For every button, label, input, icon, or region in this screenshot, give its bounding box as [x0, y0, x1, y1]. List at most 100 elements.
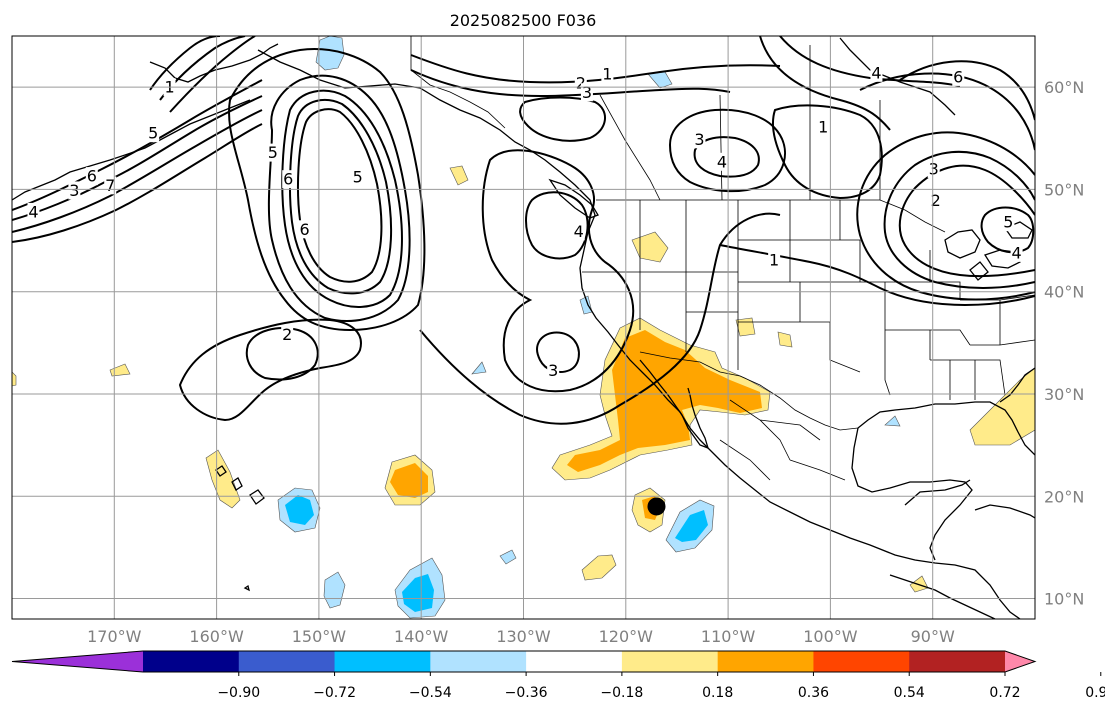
contour-label: 3	[582, 83, 592, 102]
longitude-tick-labels: 170°W 160°W 150°W 140°W 130°W 120°W 110°W 100°W…	[87, 627, 955, 646]
positive-anomaly-cell	[12, 371, 17, 387]
lat-tick-label: 30°N	[1044, 385, 1084, 404]
colorbar-segment	[909, 651, 1006, 672]
contour-label: 3	[69, 181, 79, 200]
colorbar-tick-label: −0.36	[505, 685, 548, 701]
colorbar-tick-label: 0.90	[1085, 685, 1105, 701]
contour-label-bg	[927, 159, 940, 178]
us-state-lines	[582, 200, 1035, 400]
vancouver-island	[548, 178, 599, 219]
contour-label: 4	[871, 63, 881, 82]
colorbar-min-extension	[12, 651, 143, 672]
contour-label: 2	[282, 325, 292, 344]
contour-label: 6	[299, 220, 309, 239]
contour-label: 5	[353, 168, 363, 187]
cuba-coast	[974, 504, 1035, 519]
contour-label-bg	[266, 143, 279, 162]
north-america-coastline	[257, 49, 1021, 619]
colorbar-segment	[143, 651, 240, 672]
negative-anomaly-mid-region	[285, 495, 314, 525]
contour-line	[779, 36, 961, 87]
colorbar-segment	[717, 651, 814, 672]
contour-line	[178, 318, 362, 422]
colorbar-segment	[334, 651, 431, 672]
lon-tick-label: 140°W	[394, 627, 449, 646]
positive-anomaly-cell	[205, 449, 241, 509]
gulf-of-mexico-coast	[851, 401, 1035, 561]
contour-line	[12, 109, 263, 233]
contour-line	[883, 150, 1035, 289]
contour-label: 4	[717, 152, 727, 171]
location-marker	[647, 497, 666, 516]
contour-label-bg	[147, 124, 160, 143]
contour-label: 4	[1011, 243, 1021, 262]
positive-anomaly-cell	[109, 363, 131, 377]
colorbar-tick-label: −0.54	[409, 685, 452, 701]
contour-line	[12, 95, 263, 221]
colorbar-tick-label: 0.18	[702, 685, 733, 701]
contour-label: 6	[953, 67, 963, 86]
contour-label-bg	[601, 64, 614, 83]
contour-line	[772, 104, 883, 200]
colorbar-segment	[526, 651, 623, 672]
lon-tick-label: 150°W	[292, 627, 347, 646]
hawaii-islands	[215, 465, 265, 592]
colorbar-outline	[11, 650, 1037, 673]
map-grid	[12, 36, 1035, 619]
contour-line	[759, 36, 891, 131]
lat-tick-label: 60°N	[1044, 78, 1084, 97]
contour-line	[281, 89, 403, 308]
florida-coast	[999, 367, 1035, 403]
colorbar-segment	[238, 651, 336, 672]
contour-label: 2	[931, 191, 941, 210]
positive-anomaly-cell	[581, 554, 617, 581]
positive-anomaly-cell	[969, 367, 1035, 446]
contour-line	[169, 36, 256, 113]
contour-line	[245, 327, 319, 381]
contour-label: 5	[148, 124, 158, 143]
contour-label-bg	[580, 83, 593, 102]
contour-line	[410, 54, 781, 84]
latitude-tick-labels: 60°N 50°N 40°N 30°N 20°N 10°N	[1044, 78, 1084, 608]
contour-label-bg	[547, 361, 560, 380]
contour-label-bg	[870, 63, 883, 82]
central-america-coast	[889, 574, 996, 619]
positive-anomaly-cell	[777, 331, 793, 348]
us-canada-border	[596, 199, 946, 233]
negative-anomaly-light-region	[884, 415, 901, 427]
contour-label-bg	[693, 130, 706, 149]
contour-line	[856, 131, 1035, 301]
contour-label-bg	[817, 118, 830, 137]
contour-line	[297, 108, 383, 283]
contour-label: 7	[105, 176, 115, 195]
coastlines	[12, 37, 1035, 619]
lat-tick-label: 10°N	[1044, 590, 1084, 609]
contour-line	[228, 48, 426, 332]
contour-line	[898, 164, 1035, 278]
positive-anomaly-cell	[631, 231, 669, 263]
baja-california-coast	[639, 359, 709, 450]
contour-label-bg	[351, 168, 364, 187]
colorbar-tick-label: −0.72	[313, 685, 356, 701]
contour-label: 5	[1003, 213, 1013, 232]
contour-label-bg	[298, 220, 311, 239]
contour-line	[980, 206, 1035, 254]
contour-label-bg	[1002, 213, 1015, 232]
contour-label-bg	[1010, 243, 1023, 262]
positive-anomaly-cell	[449, 165, 469, 186]
contour-line	[668, 108, 786, 193]
contour-label: 1	[818, 118, 828, 137]
negative-anomaly-light-region	[499, 549, 517, 565]
contour-label: 1	[769, 250, 779, 269]
colorbar-max-extension	[1005, 651, 1035, 672]
contour-line	[536, 331, 580, 373]
colorbar-tick-label: 0.54	[894, 685, 925, 701]
lon-tick-label: 170°W	[87, 627, 142, 646]
contour-line	[289, 99, 393, 295]
contour-label: 1	[602, 64, 612, 83]
lon-tick-label: 130°W	[496, 627, 551, 646]
contour-line	[149, 36, 221, 91]
contour-line	[525, 191, 589, 260]
contour-label: 4	[28, 202, 38, 221]
